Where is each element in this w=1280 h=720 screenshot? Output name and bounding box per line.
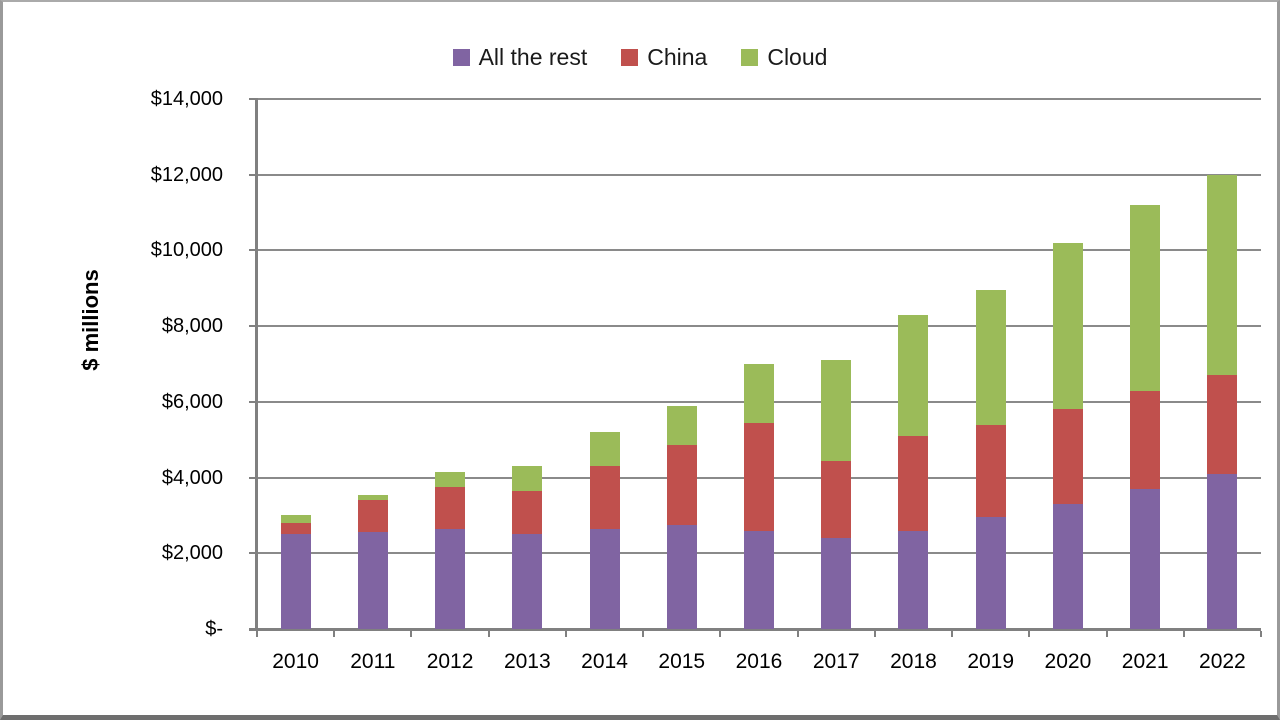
bar-segment-all-the-rest-2022	[1207, 473, 1238, 629]
x-axis-tick	[951, 631, 954, 637]
bar-segment-all-the-rest-2021	[1130, 488, 1161, 629]
bar-segment-all-the-rest-2016	[744, 530, 774, 629]
legend-item-china: China	[621, 44, 707, 71]
y-axis-tick-label: $-	[205, 618, 223, 640]
bar-segment-china-2020	[1052, 409, 1083, 505]
gridline-10000	[257, 249, 1261, 252]
bar-segment-cloud-2016	[744, 364, 774, 423]
legend-label-china: China	[647, 43, 708, 70]
x-axis-tick-label-2010: 2010	[272, 650, 319, 673]
y-axis-tick-label: $10,000	[150, 239, 223, 262]
legend-swatch-icon-china	[621, 48, 639, 66]
x-axis-line	[249, 628, 1261, 631]
x-axis-tick	[642, 631, 645, 637]
legend-label-cloud: Cloud	[767, 43, 828, 70]
bar-segment-all-the-rest-2019	[975, 517, 1006, 629]
bar-segment-cloud-2014	[589, 432, 620, 467]
bar-segment-all-the-rest-2013	[512, 534, 543, 629]
bar-segment-cloud-2012	[435, 471, 466, 488]
legend-label-all-the-rest: All the rest	[478, 43, 588, 70]
y-axis-tick-label: $4,000	[161, 466, 223, 489]
bar-segment-china-2019	[975, 424, 1006, 518]
bar-segment-cloud-2011	[357, 494, 388, 501]
y-axis-tick	[249, 173, 257, 176]
x-axis-tick	[873, 631, 876, 637]
x-axis-tick	[410, 631, 413, 637]
gridline-12000	[257, 173, 1261, 176]
y-axis-tick-label: $12,000	[150, 163, 223, 186]
x-axis-tick	[333, 631, 336, 637]
x-axis-tick	[564, 631, 567, 637]
legend-item-cloud: Cloud	[741, 44, 827, 71]
bar-segment-cloud-2021	[1130, 205, 1161, 391]
bar-segment-china-2014	[589, 466, 620, 529]
x-axis-tick	[1182, 631, 1185, 637]
x-axis-tick-label-2022: 2022	[1199, 650, 1246, 673]
bar-segment-cloud-2017	[821, 360, 852, 461]
x-axis-tick	[1028, 631, 1031, 637]
chart-legend: All the rest China Cloud	[3, 40, 1277, 74]
x-axis-tick	[796, 631, 799, 637]
y-axis-line	[255, 98, 258, 631]
x-axis-tick-label-2018: 2018	[890, 650, 937, 673]
bar-segment-cloud-2013	[512, 466, 543, 491]
bar-segment-all-the-rest-2011	[357, 532, 388, 629]
x-axis-tick-label-2014: 2014	[581, 650, 628, 673]
x-axis-tick	[1105, 631, 1108, 637]
x-axis-tick-label-2015: 2015	[658, 650, 706, 673]
x-axis-tick-label-2017: 2017	[812, 650, 860, 673]
bar-segment-all-the-rest-2020	[1052, 504, 1083, 629]
x-axis-tick-label-2016: 2016	[735, 650, 783, 673]
x-axis-tick-label-2012: 2012	[426, 650, 474, 673]
bar-segment-china-2018	[898, 435, 929, 531]
bar-segment-china-2012	[435, 487, 466, 529]
bar-segment-all-the-rest-2018	[898, 530, 929, 629]
legend-swatch-icon-cloud	[741, 48, 759, 66]
x-axis-tick-label-2020: 2020	[1044, 650, 1092, 673]
y-axis-tick	[249, 249, 257, 252]
bar-segment-china-2013	[512, 490, 543, 535]
bar-segment-cloud-2020	[1052, 242, 1083, 410]
x-axis-tick-label-2021: 2021	[1121, 650, 1169, 673]
y-axis-tick	[249, 552, 257, 555]
bar-segment-china-2017	[821, 460, 852, 539]
bar-segment-china-2011	[357, 500, 388, 533]
y-axis-tick	[249, 476, 257, 479]
gridline-8000	[257, 325, 1261, 328]
y-axis-tick-label: $14,000	[150, 88, 223, 110]
y-axis-tick	[249, 325, 257, 328]
bar-segment-cloud-2019	[975, 290, 1006, 425]
bar-segment-china-2010	[280, 523, 311, 535]
x-axis-tick-label-2019: 2019	[967, 650, 1015, 673]
y-axis-tick	[249, 98, 257, 100]
bar-segment-all-the-rest-2012	[435, 528, 466, 629]
bar-segment-cloud-2022	[1207, 174, 1238, 376]
bar-segment-all-the-rest-2017	[821, 538, 852, 629]
bar-segment-china-2022	[1207, 375, 1238, 474]
gridline-14000	[257, 98, 1261, 100]
bar-segment-cloud-2015	[666, 405, 697, 446]
bar-segment-china-2015	[666, 445, 697, 525]
x-axis-tick	[256, 631, 258, 637]
y-axis-title: $ millions	[78, 269, 103, 371]
bar-segment-china-2021	[1130, 390, 1161, 489]
bar-segment-all-the-rest-2010	[280, 534, 311, 629]
bar-segment-all-the-rest-2015	[666, 524, 697, 629]
x-axis-tick-label-2011: 2011	[350, 650, 396, 673]
bar-segment-all-the-rest-2014	[589, 528, 620, 629]
bar-segment-cloud-2018	[898, 314, 929, 436]
bar-segment-china-2016	[744, 422, 774, 531]
y-axis-tick	[249, 400, 257, 403]
x-axis-tick	[719, 631, 722, 637]
x-axis-tick	[1260, 631, 1262, 637]
bar-segment-cloud-2010	[280, 515, 311, 523]
x-axis-tick-label-2013: 2013	[503, 650, 551, 673]
y-axis-tick-label: $6,000	[161, 390, 223, 413]
y-axis-tick-label: $8,000	[161, 315, 223, 338]
y-axis-tick-label: $2,000	[161, 542, 223, 565]
legend-item-all-the-rest: All the rest	[452, 43, 588, 71]
legend-swatch-icon-all-the-rest	[452, 48, 470, 66]
x-axis-tick	[487, 631, 490, 637]
